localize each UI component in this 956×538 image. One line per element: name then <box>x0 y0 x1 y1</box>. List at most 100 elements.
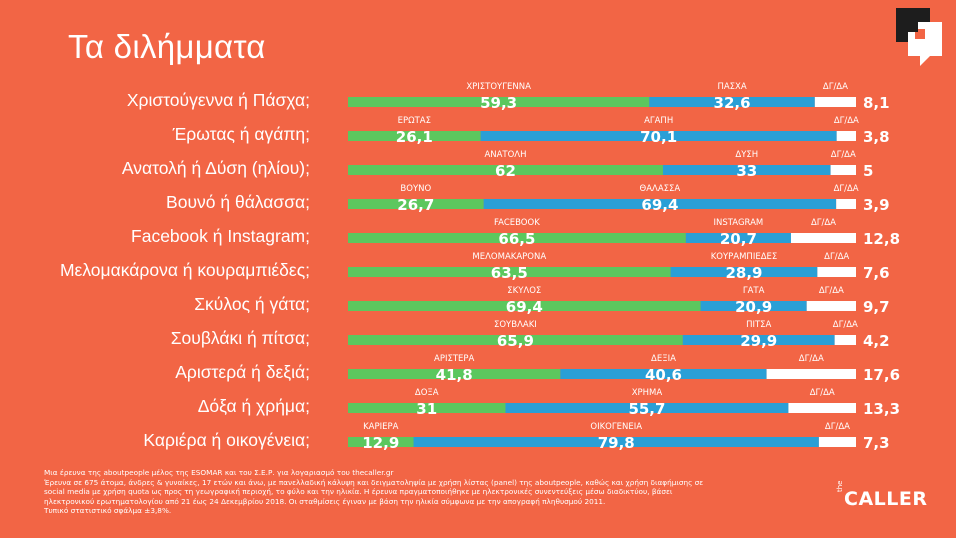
question-label: Βουνό ή θάλασσα; <box>166 192 310 212</box>
value-label-dkna: 12,8 <box>863 230 900 248</box>
bar-segment-dkna <box>818 437 856 447</box>
bar-segment-first <box>348 267 671 277</box>
option-label-first: ΣΚΥΛΟΣ <box>507 286 541 296</box>
bar-segment-first <box>348 233 686 243</box>
survey-footnote: Μια έρευνα της aboutpeople μέλος της ESO… <box>44 468 824 516</box>
option-label-first: ΧΡΙΣΤΟΥΓΕΝΝΑ <box>466 82 531 92</box>
value-label-second: 33 <box>736 162 757 180</box>
dkna-label: ΔΓ/ΔΑ <box>824 252 849 262</box>
option-label-first: ΒΟΥΝΟ <box>400 184 431 194</box>
bar-segment-first <box>348 199 484 209</box>
value-label-dkna: 5 <box>863 162 873 180</box>
value-label-dkna: 17,6 <box>863 366 900 384</box>
option-label-second: ΓΑΤΑ <box>743 286 765 296</box>
value-label-first: 65,9 <box>497 332 534 350</box>
bar-segment-second <box>670 267 818 277</box>
value-label-first: 12,9 <box>362 434 399 452</box>
value-label-dkna: 7,3 <box>863 434 890 452</box>
bar-segment-second <box>560 369 767 379</box>
question-label: Μελομακάρονα ή κουραμπιέδες; <box>60 260 310 280</box>
question-label: Χριστούγεννα ή Πάσχα; <box>127 90 310 110</box>
brand-prefix: the <box>836 480 844 493</box>
footnote-line: social media με χρήση quota ως προς τη γ… <box>44 487 673 497</box>
bar-segment-first <box>348 335 683 345</box>
option-label-second: ΚΟΥΡΑΜΠΙΕΔΕΣ <box>711 252 778 262</box>
dkna-label: ΔΓ/ΔΑ <box>810 388 835 398</box>
question-label: Έρωτας ή αγάπη; <box>172 124 310 144</box>
dkna-label: ΔΓ/ΔΑ <box>825 422 850 432</box>
bar-segment-dkna <box>790 233 856 243</box>
bar-segment-dkna <box>836 131 856 141</box>
option-label-first: ΕΡΩΤΑΣ <box>398 116 431 126</box>
option-label-second: ΧΡΗΜΑ <box>632 388 663 398</box>
dkna-label: ΔΓ/ΔΑ <box>834 116 859 126</box>
bar-segment-first <box>348 301 701 311</box>
brand-name: CALLER <box>844 488 928 510</box>
option-label-first: ΔΟΞΑ <box>415 388 439 398</box>
value-label-dkna: 9,7 <box>863 298 890 316</box>
value-label-dkna: 7,6 <box>863 264 890 282</box>
value-label-second: 20,9 <box>735 298 772 316</box>
value-label-first: 62 <box>495 162 516 180</box>
value-label-dkna: 13,3 <box>863 400 900 418</box>
value-label-second: 29,9 <box>740 332 777 350</box>
bar-segment-second <box>649 97 815 107</box>
value-label-first: 69,4 <box>506 298 543 316</box>
value-label-second: 20,7 <box>720 230 757 248</box>
bar-segment-second <box>700 301 807 311</box>
value-label-second: 28,9 <box>725 264 762 282</box>
bar-segment-dkna <box>814 97 856 107</box>
question-label: Δόξα ή χρήμα; <box>198 396 310 416</box>
option-label-first: ΜΕΛΟΜΑΚΑΡΟΝΑ <box>472 252 546 262</box>
dkna-label: ΔΓ/ΔΑ <box>833 320 858 330</box>
question-label: Σουβλάκι ή πίτσα; <box>171 328 310 348</box>
bar-segment-second <box>662 165 831 175</box>
option-label-second: ΔΕΞΙΑ <box>651 354 676 364</box>
value-label-dkna: 8,1 <box>863 94 890 112</box>
bar-segment-second <box>480 131 837 141</box>
dilemmas-chart: Χριστούγεννα ή Πάσχα; ΧΡΙΣΤΟΥΓΕΝΝΑ ΠΑΣΧΑ 5 9… <box>60 82 900 452</box>
option-label-second: ΠΑΣΧΑ <box>717 82 746 92</box>
bar-segment-second <box>682 335 835 345</box>
bar-segment-dkna <box>806 301 856 311</box>
footnote-line: Τυπικό στατιστικό σφάλμα ±3,8%. <box>44 506 172 516</box>
value-label-second: 40,6 <box>645 366 682 384</box>
bar-segment-first <box>348 403 506 413</box>
option-label-second: ΠΙΤΣΑ <box>746 320 771 330</box>
option-label-second: ΘΑΛΑΣΣΑ <box>640 184 681 194</box>
bar-segment-second <box>685 233 791 243</box>
value-label-second: 55,7 <box>628 400 665 418</box>
dkna-label: ΔΓ/ΔΑ <box>823 82 848 92</box>
option-label-second: ΟΙΚΟΓΕΝΕΙΑ <box>590 422 642 432</box>
bar-segment-first <box>348 165 663 175</box>
value-label-first: 26,7 <box>397 196 434 214</box>
bar-segment-dkna <box>834 335 856 345</box>
value-label-first: 26,1 <box>396 128 433 146</box>
option-label-first: ΑΡΙΣΤΕΡΑ <box>434 354 475 364</box>
value-label-dkna: 3,9 <box>863 196 890 214</box>
value-label-first: 63,5 <box>491 264 528 282</box>
value-label-second: 69,4 <box>641 196 678 214</box>
bar-segment-dkna <box>817 267 856 277</box>
bar-segment-first <box>348 437 414 447</box>
value-label-second: 70,1 <box>640 128 677 146</box>
value-label-first: 66,5 <box>498 230 535 248</box>
value-label-first: 31 <box>416 400 437 418</box>
value-label-dkna: 3,8 <box>863 128 890 146</box>
option-label-first: ΚΑΡΙΕΡΑ <box>363 422 399 432</box>
option-label-first: ΑΝΑΤΟΛΗ <box>484 150 526 160</box>
value-label-second: 32,6 <box>714 94 751 112</box>
option-label-first: ΣΟΥΒΛΑΚΙ <box>494 320 537 330</box>
option-label-second: ΔΥΣΗ <box>735 150 758 160</box>
option-label-second: ΑΓΑΠΗ <box>644 116 673 126</box>
footnote-line: ηλεκτρονικού ερωτηματολογίου από 21 έως … <box>44 496 606 506</box>
bar-segment-dkna <box>830 165 856 175</box>
value-label-first: 41,8 <box>436 366 473 384</box>
dkna-label: ΔΓ/ΔΑ <box>831 150 856 160</box>
bar-segment-first <box>348 97 650 107</box>
bar-segment-first <box>348 369 561 379</box>
page-title: Τα διλήμματα <box>68 28 266 65</box>
dkna-label: ΔΓ/ΔΑ <box>811 218 836 228</box>
value-label-second: 79,8 <box>598 434 635 452</box>
option-label-first: FACEBOOK <box>494 218 540 228</box>
